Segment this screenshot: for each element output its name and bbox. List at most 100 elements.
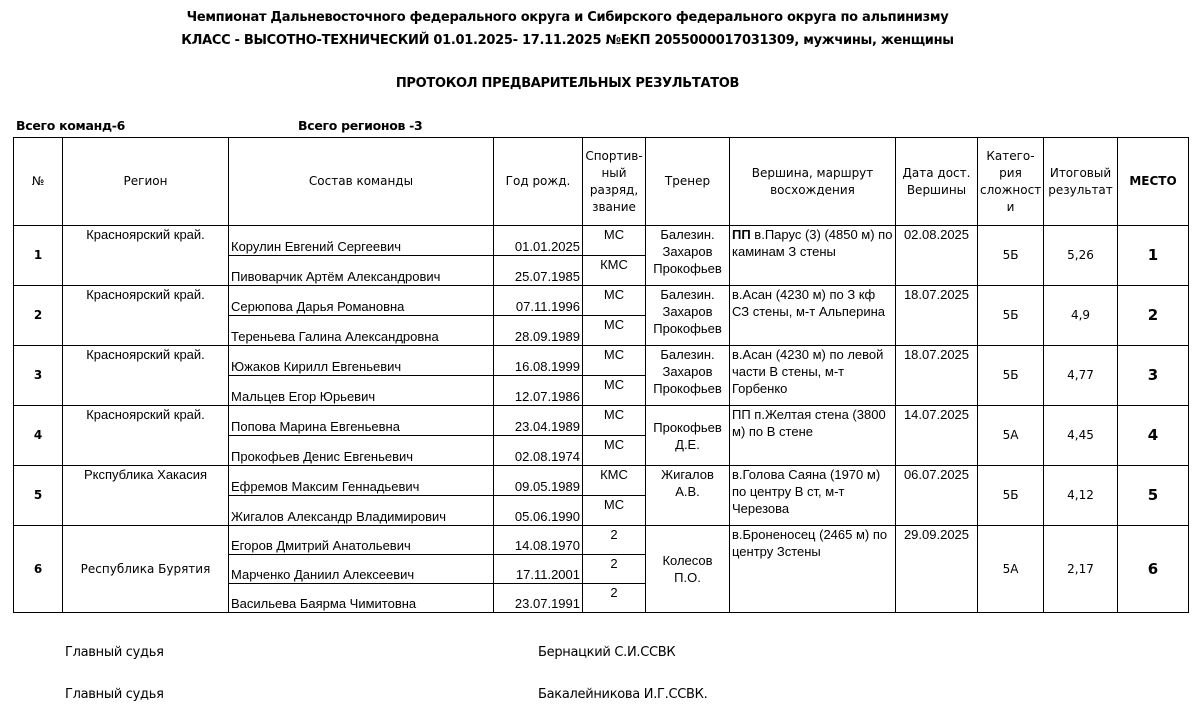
team-coach: Балезин. Захаров Прокофьев <box>645 225 730 286</box>
route-text: ПП п.Желтая стена (3800 м) по В стене <box>732 407 886 439</box>
member-name: Прокофьев Денис Евгеньевич <box>228 435 494 466</box>
team-coach: Прокофьев Д.Е. <box>645 405 730 466</box>
member-name: Корулин Евгений Сергеевич <box>228 225 494 256</box>
table-row: 3 Красноярский край. Южаков Кирилл Евгенье… <box>13 345 1189 406</box>
member-name: Тереньева Галина Александровна <box>228 315 494 346</box>
column-header: Вершина, маршрут восхождения <box>729 137 896 226</box>
table-row: Прокофьев Денис Евгеньевич 02.08.1974 МС <box>14 435 1189 466</box>
column-header: Спортив-ный разряд, звание <box>582 137 646 226</box>
total-regions: Всего регионов -3 <box>298 118 423 133</box>
member-rank: МС <box>582 285 646 316</box>
member-birth-date: 25.07.1985 <box>493 255 583 286</box>
member-birth-date: 09.05.1989 <box>493 465 583 496</box>
table-row: 2 Красноярский край. Серюпова Дарья Романо… <box>13 285 1189 346</box>
team-route: ПП п.Желтая стена (3800 м) по В стене <box>729 405 896 466</box>
total-teams: Всего команд-6 <box>16 118 126 133</box>
team-coach: Балезин. Захаров Прокофьев <box>645 285 730 346</box>
judge2-name: Бакалейникова И.Г.ССВК. <box>538 687 708 702</box>
table-row: Мальцев Егор Юрьевич 12.07.1986 МС <box>14 375 1189 406</box>
member-rank: МС <box>582 405 646 436</box>
table-row: 4 Красноярский край. Попова Марина Евгенье… <box>13 405 1189 466</box>
team-route: ПП в.Парус (3) (4850 м) по каминам З сте… <box>729 225 896 286</box>
team-number: 1 <box>13 225 63 286</box>
route-text: в.Парус (3) (4850 м) по каминам З стены <box>732 227 893 259</box>
team-region: Республика Бурятия <box>62 525 229 613</box>
column-header: МЕСТО <box>1117 137 1189 226</box>
team-region: Красноярский край. <box>62 345 229 406</box>
team-number: 3 <box>13 345 63 406</box>
team-place: 6 <box>1117 525 1189 613</box>
team-number: 6 <box>13 525 63 613</box>
difficulty-category: 5Б <box>977 465 1044 526</box>
member-birth-date: 23.07.1991 <box>493 583 583 613</box>
team-number: 2 <box>13 285 63 346</box>
member-birth-date: 02.08.1974 <box>493 435 583 466</box>
difficulty-category: 5Б <box>977 285 1044 346</box>
team-route: в.Голова Саяна (1970 м) по центру В ст, … <box>729 465 896 526</box>
member-birth-date: 28.09.1989 <box>493 315 583 346</box>
member-birth-date: 17.11.2001 <box>493 554 583 584</box>
ascent-date: 18.07.2025 <box>895 285 978 346</box>
column-header: Регион <box>62 137 229 226</box>
member-birth-date: 12.07.1986 <box>493 375 583 406</box>
member-name: Жигалов Александр Владимирович <box>228 495 494 526</box>
team-place: 2 <box>1117 285 1189 346</box>
member-birth-date: 07.11.1996 <box>493 285 583 316</box>
championship-title: Чемпионат Дальневосточного федерального … <box>186 10 949 25</box>
ascent-date: 29.09.2025 <box>895 525 978 613</box>
table-row: Жигалов Александр Владимирович 05.06.1990… <box>14 495 1189 526</box>
judge1-label: Главный судья <box>65 645 164 660</box>
route-text: в.Броненосец (2465 м) по центру Зстены <box>732 527 888 559</box>
column-header: Год рожд. <box>493 137 583 226</box>
ascent-date: 18.07.2025 <box>895 345 978 406</box>
column-header: № <box>13 137 63 226</box>
member-name: Марченко Даниил Алексеевич <box>228 554 494 584</box>
team-region: Ркспублика Хакасия <box>62 465 229 526</box>
member-name: Пивоварчик Артём Александрович <box>228 255 494 286</box>
team-region: Красноярский край. <box>62 285 229 346</box>
team-coach: Жигалов А.В. <box>645 465 730 526</box>
final-result: 5,26 <box>1043 225 1118 286</box>
column-header: Тренер <box>645 137 730 226</box>
team-place: 3 <box>1117 345 1189 406</box>
results-table: № Регион Состав команды Год рожд. Спортив-ны… <box>13 137 1189 613</box>
member-name: Попова Марина Евгеньевна <box>228 405 494 436</box>
table-header-row: № Регион Состав команды Год рожд. Спортив-ны… <box>13 137 1189 226</box>
route-type: ПП <box>732 227 751 242</box>
member-birth-date: 23.04.1989 <box>493 405 583 436</box>
ascent-date: 06.07.2025 <box>895 465 978 526</box>
final-result: 2,17 <box>1043 525 1118 613</box>
route-text: в.Голова Саяна (1970 м) по центру В ст, … <box>732 467 881 516</box>
member-name: Мальцев Егор Юрьевич <box>228 375 494 406</box>
judge2-label: Главный судья <box>65 687 164 702</box>
table-row: Васильева Баярма Чимитовна 23.07.1991 2 <box>14 583 1189 613</box>
column-header: Катего-рия сложност и <box>977 137 1044 226</box>
member-birth-date: 14.08.1970 <box>493 525 583 555</box>
member-rank: МС <box>582 375 646 406</box>
team-region: Красноярский край. <box>62 225 229 286</box>
team-place: 1 <box>1117 225 1189 286</box>
table-row: Марченко Даниил Алексеевич 17.11.2001 2 <box>14 554 1189 584</box>
member-rank: МС <box>582 435 646 466</box>
member-rank: МС <box>582 315 646 346</box>
difficulty-category: 5А <box>977 405 1044 466</box>
team-place: 5 <box>1117 465 1189 526</box>
member-birth-date: 01.01.2025 <box>493 225 583 256</box>
team-route: в.Броненосец (2465 м) по центру Зстены <box>729 525 896 613</box>
member-rank: МС <box>582 225 646 256</box>
ascent-date: 02.08.2025 <box>895 225 978 286</box>
member-rank: МС <box>582 495 646 526</box>
judge1-name: Бернацкий С.И.ССВК <box>538 645 676 660</box>
difficulty-category: 5Б <box>977 345 1044 406</box>
column-header: Итоговый результат <box>1043 137 1118 226</box>
column-header: Состав команды <box>228 137 494 226</box>
member-birth-date: 05.06.1990 <box>493 495 583 526</box>
table-row: Тереньева Галина Александровна 28.09.1989… <box>14 315 1189 346</box>
route-text: в.Асан (4230 м) по левой части В стены, … <box>732 347 884 396</box>
final-result: 4,12 <box>1043 465 1118 526</box>
member-name: Ефремов Максим Геннадьевич <box>228 465 494 496</box>
route-text: в.Асан (4230 м) по З кф СЗ стены, м-т Ал… <box>732 287 886 319</box>
difficulty-category: 5Б <box>977 225 1044 286</box>
class-subtitle: КЛАСС - ВЫСОТНО-ТЕХНИЧЕСКИЙ 01.01.2025- … <box>181 33 954 48</box>
protocol-title: ПРОТОКОЛ ПРЕДВАРИТЕЛЬНЫХ РЕЗУЛЬТАТОВ <box>395 76 740 91</box>
